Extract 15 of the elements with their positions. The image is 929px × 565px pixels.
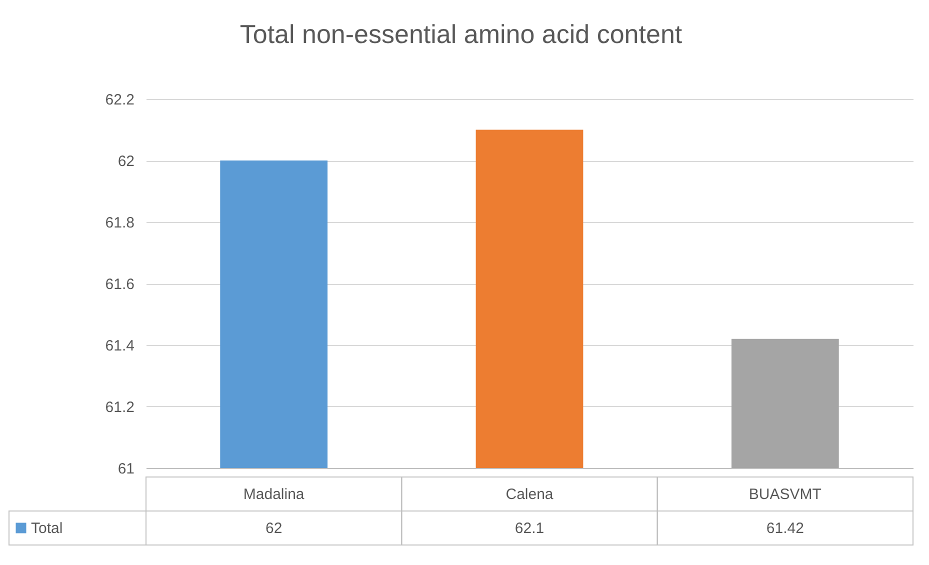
- y-tick-label: 61.8: [105, 214, 134, 232]
- legend-label: Total: [31, 520, 63, 537]
- y-tick-label: 62: [118, 153, 134, 170]
- data-label: 62: [265, 520, 282, 537]
- y-tick-label: 61.4: [105, 338, 134, 354]
- chart-title: Total non-essential amino acid content: [240, 19, 683, 49]
- x-tick-label: BUASVMT: [748, 486, 822, 503]
- x-tick-label: Calena: [506, 486, 554, 503]
- data-label: 62.1: [514, 520, 544, 537]
- data-label: 61.42: [766, 520, 804, 537]
- y-tick-label: 61.2: [105, 399, 134, 416]
- y-tick-label: 61: [118, 460, 134, 478]
- y-tick-label: 61.6: [105, 276, 134, 293]
- y-tick-label: 62.2: [105, 92, 134, 108]
- x-tick-label: Madalina: [243, 486, 305, 503]
